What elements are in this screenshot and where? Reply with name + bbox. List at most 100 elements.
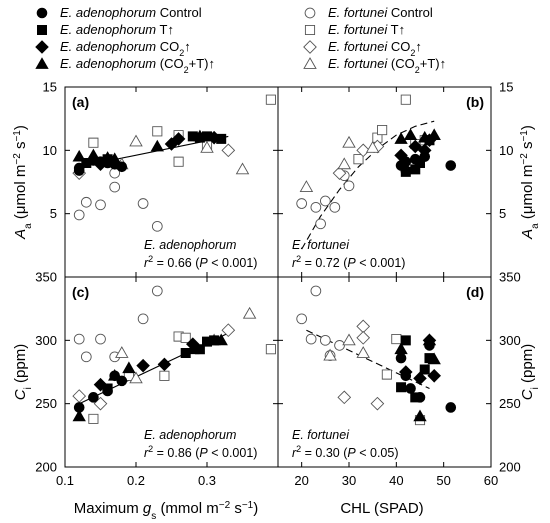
y-tick-label: 5 — [50, 206, 57, 221]
y-tick-label: 300 — [35, 333, 57, 348]
data-point — [88, 413, 99, 424]
data-point — [413, 371, 427, 386]
panel-d: 200 250 300 350 20 30 40 50 60 (d) E. fortunei r2 =… — [277, 270, 521, 488]
annotation-stat: r2 = 0.30 (P < 0.05) — [292, 444, 399, 460]
data-point — [159, 370, 170, 381]
y-axis-title-top-left: Aa (μmol m−2 s−1) — [12, 125, 34, 240]
data-point — [73, 333, 85, 345]
data-point — [157, 357, 172, 372]
series-e-adenophorum-co2-t — [72, 129, 207, 165]
data-point — [95, 333, 106, 345]
series-e-fortunei-control — [73, 167, 163, 232]
data-point — [408, 139, 423, 154]
annotation-species: E. adenophorum — [144, 238, 236, 252]
legend-label: E. fortunei T↑ — [328, 22, 405, 37]
legend-item-e-fortunei-co2: E. fortunei CO2↑ — [303, 39, 422, 58]
data-point — [86, 148, 101, 161]
legend-label: E. fortunei (CO2+T)↑ — [328, 56, 446, 75]
data-point — [427, 369, 441, 383]
series-e-adenophorum-co2 — [93, 130, 221, 172]
data-point — [137, 198, 149, 209]
data-point — [73, 209, 85, 221]
data-point — [394, 148, 408, 163]
data-point — [356, 346, 370, 358]
legend-item-e-adenophorum-control: E. adenophorum Control — [36, 5, 202, 20]
x-axis-title-right: CHL (SPAD) — [340, 500, 423, 517]
data-point — [370, 396, 385, 411]
data-point — [115, 346, 129, 358]
series-e-fortunei-co2-t — [323, 333, 370, 361]
data-point — [72, 389, 87, 403]
data-point — [410, 392, 421, 403]
x-tick-label: 30 — [342, 473, 356, 488]
x-tick-label: 50 — [436, 473, 450, 488]
panel-label: (b) — [466, 94, 484, 110]
annotation-stat: r2 = 0.72 (P < 0.001) — [292, 254, 405, 270]
data-point — [72, 149, 86, 162]
data-point — [80, 196, 92, 208]
data-point — [108, 152, 122, 165]
legend-label: E. adenophorum T↑ — [60, 22, 174, 37]
data-point — [296, 313, 308, 325]
data-point — [337, 157, 352, 170]
data-point — [323, 348, 337, 361]
data-point — [413, 409, 427, 422]
legend-item-e-adenophorum-t: E. adenophorum T↑ — [37, 22, 174, 37]
data-point — [221, 323, 236, 338]
data-point — [445, 402, 457, 413]
data-point — [137, 313, 149, 325]
data-point — [193, 129, 207, 142]
series-e-adenophorum-co2 — [93, 337, 200, 392]
data-point — [391, 334, 402, 345]
y-tick-label: 5 — [499, 206, 506, 221]
legend-marker-triangle — [303, 57, 317, 69]
data-point — [73, 165, 85, 176]
data-point — [337, 390, 352, 405]
x-axis-title-left: Maximum gs (mmol m−2 s−1) — [74, 500, 259, 522]
data-point — [400, 166, 411, 177]
data-point — [343, 180, 355, 192]
series-e-fortunei-co2-t — [115, 306, 257, 384]
legend-marker-diamond — [303, 40, 317, 54]
data-point — [150, 139, 164, 152]
data-point — [334, 340, 345, 351]
annotation-stat: r2 = 0.66 (P < 0.001) — [144, 254, 257, 270]
series-e-fortunei-t — [88, 94, 276, 167]
legend-marker-diamond — [35, 40, 49, 54]
data-point — [186, 342, 200, 355]
data-point — [265, 94, 276, 105]
data-point — [319, 334, 331, 346]
data-point — [207, 130, 221, 145]
data-point — [427, 128, 441, 141]
y-tick-label: 15 — [43, 80, 57, 95]
legend-label: E. fortunei CO2↑ — [328, 39, 422, 58]
data-point — [72, 409, 86, 422]
x-tick-label: 60 — [484, 473, 498, 488]
data-point — [116, 161, 128, 173]
data-point — [88, 392, 99, 403]
data-point — [422, 333, 437, 346]
data-point — [377, 125, 388, 136]
series-e-fortunei-control — [296, 285, 345, 361]
legend-item-e-fortunei-t: E. fortunei T↑ — [304, 22, 405, 37]
legend-marker-square — [304, 24, 316, 36]
data-point — [296, 198, 308, 209]
legend: E. adenophorum Control E. fortunei Contro… — [35, 5, 446, 75]
annotation-stat: r2 = 0.86 (P < 0.001) — [144, 444, 257, 460]
data-point — [396, 382, 407, 393]
data-point — [319, 195, 331, 207]
legend-marker-triangle — [35, 57, 49, 69]
data-point — [399, 365, 413, 379]
data-point — [108, 369, 122, 381]
data-point — [93, 377, 108, 392]
y-tick-label: 350 — [499, 270, 521, 285]
y-tick-label: 15 — [499, 80, 513, 95]
data-point — [122, 361, 136, 374]
panels: 5 10 15 (a) E. adenophorum r2 = 0.66 (P < 0.0… — [35, 80, 520, 489]
legend-marker-square — [37, 25, 47, 35]
data-point — [152, 126, 163, 137]
legend-item-e-fortunei-control: E. fortunei Control — [304, 5, 433, 20]
data-point — [180, 348, 191, 358]
x-tick-label: 20 — [294, 473, 308, 488]
